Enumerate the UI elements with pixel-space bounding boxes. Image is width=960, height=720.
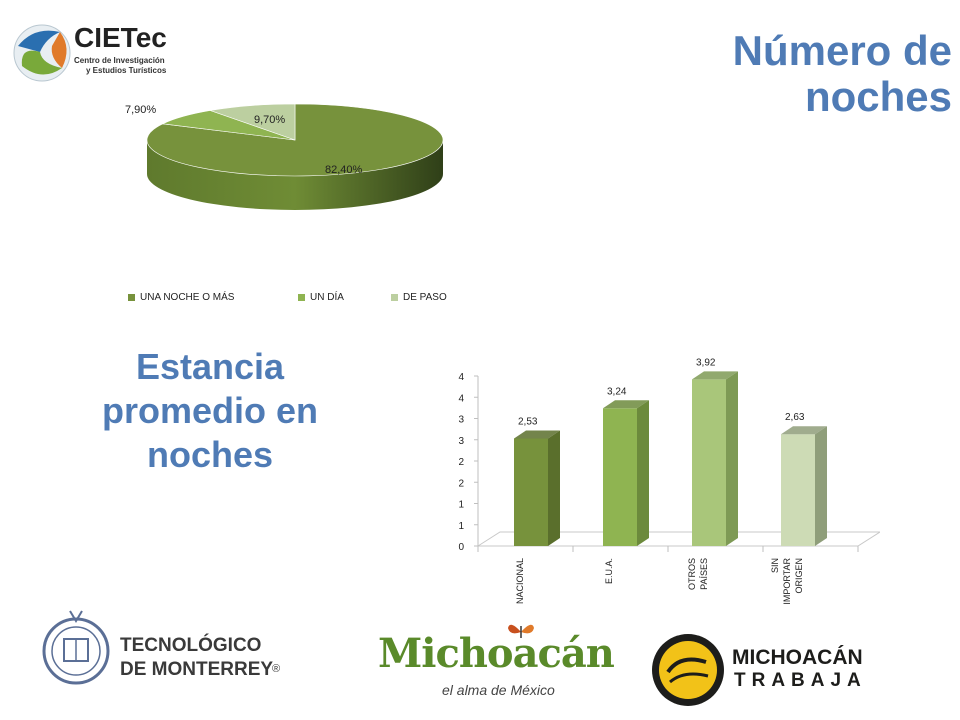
legend-label: UNA NOCHE O MÁS — [140, 292, 235, 303]
michoacan-name: Michoacán — [378, 630, 615, 677]
bar-1 — [514, 438, 548, 546]
cietec-name: CIETec — [74, 22, 167, 53]
bar-top — [692, 371, 738, 380]
bar-top — [603, 400, 649, 409]
michoacan-slogan: el alma de México — [442, 682, 555, 698]
trabaja-line-1: MICHOACÁN — [732, 646, 863, 669]
bar-top — [514, 430, 560, 439]
y-tick-label: 1 — [458, 521, 464, 532]
x-tick-label: SIN — [770, 558, 780, 573]
legend-label: DE PASO — [403, 292, 447, 303]
legend-swatch — [391, 294, 398, 301]
bar-3 — [692, 379, 726, 546]
y-tick-label: 0 — [458, 542, 464, 553]
y-tick-label: 2 — [458, 457, 464, 468]
x-tick-label: IMPORTAR — [782, 558, 792, 605]
legend-item-de-paso: DE PASO — [391, 292, 447, 303]
x-tick-label: ORIGEN — [794, 558, 804, 594]
bar-side — [815, 426, 827, 546]
x-tick-label: E.U.A. — [604, 558, 614, 584]
tec-seal-icon — [42, 610, 110, 685]
pie-legend: UNA NOCHE O MÁS UN DÍA DE PASO — [128, 292, 528, 310]
michoacan-trabaja-logo: MICHOACÁN TRABAJA — [650, 632, 880, 712]
y-tick-label: 1 — [458, 500, 464, 511]
bar-data-label: 2,53 — [518, 416, 538, 427]
cietec-logo: CIETec Centro de Investigación y Estudio… — [12, 22, 192, 84]
bar-side — [726, 371, 738, 546]
y-tick-label: 3 — [458, 436, 464, 447]
pie-data-label: 82,40% — [325, 164, 363, 176]
legend-item-un-dia: UN DÍA — [298, 292, 344, 303]
y-tick-label: 3 — [458, 415, 464, 426]
pie-chart: 82,40% 7,90% 9,70% — [125, 103, 444, 210]
pie-data-label: 9,70% — [254, 114, 285, 126]
legend-item-una-noche: UNA NOCHE O MÁS — [128, 292, 234, 303]
legend-swatch — [298, 294, 305, 301]
x-tick-label: NACIONAL — [515, 558, 525, 604]
y-tick-label: 4 — [458, 372, 464, 383]
pie-side — [147, 140, 443, 210]
bar-side — [548, 430, 560, 546]
cietec-subtitle-2: y Estudios Turísticos — [86, 66, 167, 75]
y-tick-label: 4 — [458, 393, 464, 404]
y-tick-label: 2 — [458, 478, 464, 489]
michoacan-logo: Michoacán el alma de México — [372, 624, 615, 710]
bar-data-label: 3,24 — [607, 386, 627, 397]
pie-slice-3 — [210, 103, 296, 141]
tec-registered-mark: ® — [272, 663, 281, 675]
legend-label: UN DÍA — [310, 292, 344, 303]
bar-data-label: 3,92 — [696, 357, 716, 368]
bar-data-label: 2,63 — [785, 412, 805, 423]
section-subtitle: Estancia promedio en noches — [101, 346, 319, 475]
legend-swatch — [128, 294, 135, 301]
cietec-emblem-icon — [13, 24, 71, 82]
x-tick-label: OTROS — [687, 558, 697, 590]
cietec-subtitle-1: Centro de Investigación — [74, 56, 165, 65]
bar-2 — [603, 408, 637, 546]
bar-top — [781, 426, 827, 435]
bar-side — [637, 400, 649, 546]
bar-4 — [781, 434, 815, 546]
tec-line-2: DE MONTERREY — [120, 659, 274, 680]
tec-line-1: TECNOLÓGICO — [120, 635, 262, 656]
bar-chart: 0 1 1 2 2 3 3 4 4 2,53 NACIONAL 3,24 E.U.A. 3,92 OTROS… — [458, 357, 880, 605]
pie-data-label: 7,90% — [125, 104, 156, 116]
trabaja-emblem-icon — [652, 634, 724, 706]
chart-floor — [476, 531, 880, 547]
butterfly-icon — [508, 624, 534, 638]
tec-monterrey-logo: TECNOLÓGICO DE MONTERREY ® — [40, 605, 290, 690]
trabaja-line-2: TRABAJA — [734, 670, 867, 691]
page-title: Número de noches — [732, 27, 952, 120]
x-tick-label: PAÍSES — [699, 558, 709, 590]
